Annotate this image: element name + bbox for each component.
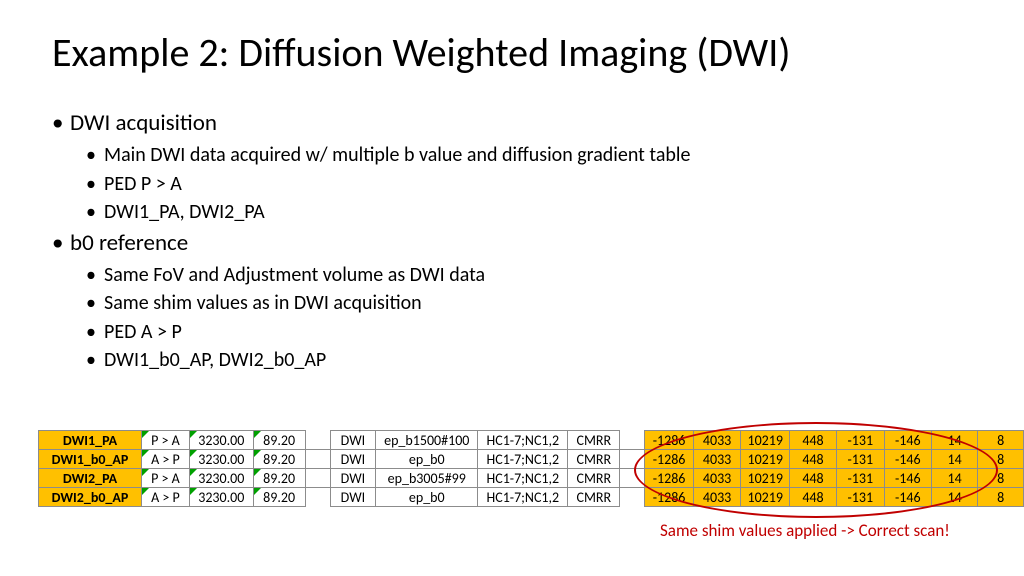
row-shim: 8 — [978, 431, 1024, 450]
bullet-level2: Main DWI data acquired w/ multiple b val… — [80, 142, 952, 168]
row-val1: 3230.00 — [189, 469, 253, 488]
bullet-level2: Same shim values as in DWI acquisition — [80, 290, 952, 316]
row-shim: 8 — [978, 488, 1024, 507]
row-shim: -131 — [837, 469, 884, 488]
annotation-caption: Same shim values applied -> Correct scan… — [660, 520, 950, 541]
row-shim: 8 — [978, 469, 1024, 488]
row-cmrr: CMRR — [568, 431, 620, 450]
row-cmrr: CMRR — [568, 488, 620, 507]
row-shim: -146 — [884, 488, 931, 507]
row-cmrr: CMRR — [568, 450, 620, 469]
row-shim: -1286 — [645, 431, 693, 450]
spacer — [620, 469, 645, 488]
data-table-container: DWI1_PAP > A3230.0089.20DWIep_b1500#100H… — [38, 430, 1024, 507]
row-dwi: DWI — [330, 450, 376, 469]
row-val2: 89.20 — [253, 450, 305, 469]
row-seq: ep_b0 — [376, 488, 478, 507]
row-shim: 10219 — [741, 469, 790, 488]
spacer — [305, 488, 330, 507]
row-ped: P > A — [141, 469, 189, 488]
bullet-level2: PED A > P — [80, 319, 952, 345]
row-shim: -146 — [884, 469, 931, 488]
row-shim: 4033 — [693, 431, 741, 450]
row-seq: ep_b0 — [376, 450, 478, 469]
bullet-level1: DWI acquisition — [52, 108, 952, 138]
spacer — [305, 431, 330, 450]
slide-title: Example 2: Diffusion Weighted Imaging (D… — [52, 28, 790, 77]
bullet-level2: Same FoV and Adjustment volume as DWI da… — [80, 262, 952, 288]
row-shim: 14 — [932, 469, 978, 488]
row-val2: 89.20 — [253, 488, 305, 507]
row-shim: -146 — [884, 450, 931, 469]
spacer — [305, 469, 330, 488]
bullet-level2: DWI1_PA, DWI2_PA — [80, 199, 952, 225]
row-dwi: DWI — [330, 469, 376, 488]
row-seq: ep_b3005#99 — [376, 469, 478, 488]
row-seq: ep_b1500#100 — [376, 431, 478, 450]
row-shim: 14 — [932, 431, 978, 450]
row-shim: -1286 — [645, 450, 693, 469]
row-shim: -1286 — [645, 488, 693, 507]
row-name: DWI1_b0_AP — [39, 450, 142, 469]
row-shim: -146 — [884, 431, 931, 450]
row-dwi: DWI — [330, 488, 376, 507]
row-shim: 448 — [789, 431, 836, 450]
bullet-list: DWI acquisition Main DWI data acquired w… — [52, 108, 952, 375]
row-shim: 10219 — [741, 450, 790, 469]
row-shim: 448 — [789, 469, 836, 488]
row-name: DWI2_PA — [39, 469, 142, 488]
row-shim: 10219 — [741, 488, 790, 507]
spacer — [620, 488, 645, 507]
row-hc: HC1-7;NC1,2 — [478, 450, 568, 469]
row-val1: 3230.00 — [189, 450, 253, 469]
bullet-level2: PED P > A — [80, 171, 952, 197]
row-shim: -131 — [837, 450, 884, 469]
bullet-level1: b0 reference — [52, 228, 952, 258]
spacer — [305, 450, 330, 469]
row-dwi: DWI — [330, 431, 376, 450]
row-shim: -131 — [837, 488, 884, 507]
bullet-level2: DWI1_b0_AP, DWI2_b0_AP — [80, 347, 952, 373]
row-hc: HC1-7;NC1,2 — [478, 488, 568, 507]
row-hc: HC1-7;NC1,2 — [478, 469, 568, 488]
row-shim: 8 — [978, 450, 1024, 469]
row-shim: 448 — [789, 488, 836, 507]
row-shim: 4033 — [693, 469, 741, 488]
row-name: DWI1_PA — [39, 431, 142, 450]
row-val2: 89.20 — [253, 469, 305, 488]
spacer — [620, 431, 645, 450]
row-shim: 448 — [789, 450, 836, 469]
row-val2: 89.20 — [253, 431, 305, 450]
row-shim: 14 — [932, 488, 978, 507]
spacer — [620, 450, 645, 469]
row-shim: 4033 — [693, 488, 741, 507]
row-val1: 3230.00 — [189, 488, 253, 507]
row-shim: 14 — [932, 450, 978, 469]
row-ped: A > P — [141, 488, 189, 507]
row-val1: 3230.00 — [189, 431, 253, 450]
data-table: DWI1_PAP > A3230.0089.20DWIep_b1500#100H… — [38, 430, 1024, 507]
row-ped: A > P — [141, 450, 189, 469]
row-shim: -1286 — [645, 469, 693, 488]
row-shim: 4033 — [693, 450, 741, 469]
row-shim: -131 — [837, 431, 884, 450]
row-cmrr: CMRR — [568, 469, 620, 488]
row-shim: 10219 — [741, 431, 790, 450]
row-name: DWI2_b0_AP — [39, 488, 142, 507]
row-ped: P > A — [141, 431, 189, 450]
row-hc: HC1-7;NC1,2 — [478, 431, 568, 450]
